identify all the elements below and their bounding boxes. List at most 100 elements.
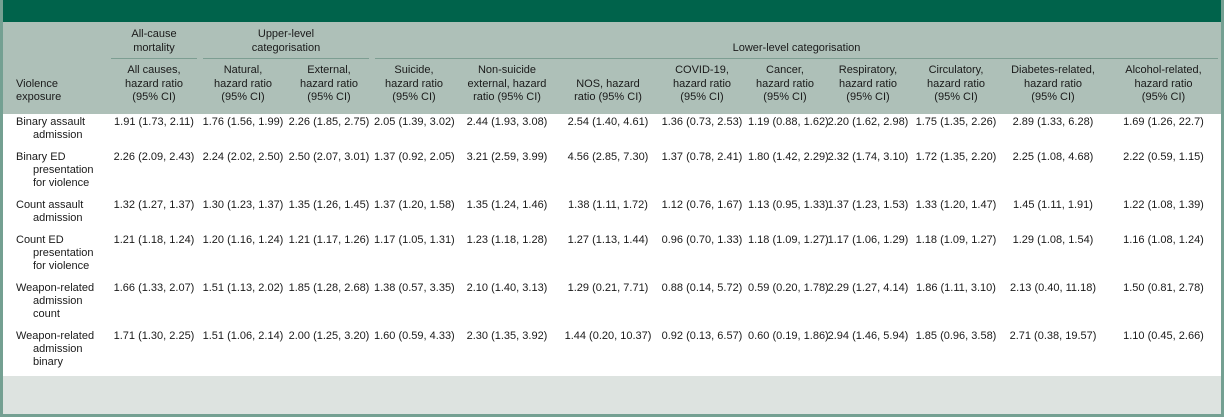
hazard-ratio-cell: 1.29 (1.08, 1.54) [1012,233,1094,246]
table-title-bar [3,0,1221,22]
group-header-empty [3,22,108,59]
hazard-ratio-cell: 2.13 (0.40, 11.18) [1009,281,1097,294]
group-header-upper-level: Upper-level categorisation [200,22,372,59]
hazard-ratio-cell: 1.13 (0.95, 1.33) [748,198,829,211]
hazard-ratio-cell: 1.37 (0.92, 2.05) [374,150,455,163]
hazard-ratio-cell: 4.56 (2.85, 7.30) [567,150,649,163]
hazard-ratio-cell: 1.35 (1.24, 1.46) [466,198,548,211]
group-header-lower-level: Lower-level categorisation [372,22,1221,59]
hazard-ratio-cell: 1.17 (1.05, 1.31) [374,233,455,246]
column-header: Circulatory, hazard ratio (95% CI) [926,64,986,103]
column-header: Suicide, hazard ratio (95% CI) [384,64,444,103]
column-header: Natural, hazard ratio (95% CI) [213,64,273,103]
hazard-ratio-cell: 2.25 (1.08, 4.68) [1012,150,1094,163]
hazard-ratio-cell: 1.66 (1.33, 2.07) [113,281,195,294]
hazard-ratio-cell: 1.20 (1.16, 1.24) [202,233,284,246]
hazard-ratio-cell: 2.24 (2.02, 2.50) [202,150,284,163]
hazard-ratio-cell: 1.38 (1.11, 1.72) [568,198,648,211]
column-header-violence-exposure: Violence exposure [16,77,62,104]
hazard-ratio-cell: 2.89 (1.33, 6.28) [1012,115,1094,128]
hazard-ratio-cell: 1.29 (0.21, 7.71) [567,281,649,294]
hazard-ratio-cell: 1.44 (0.20, 10.37) [564,329,652,342]
hazard-ratio-cell: 1.32 (1.27, 1.37) [113,198,195,211]
hazard-ratio-cell: 1.18 (1.09, 1.27) [748,233,829,246]
column-header-row: Violence exposure All causes, hazard rat… [3,59,1221,114]
hazard-ratio-cell: 1.75 (1.35, 2.26) [915,115,997,128]
hazard-ratio-cell: 1.10 (0.45, 2.66) [1123,329,1204,342]
hazard-ratio-cell: 1.35 (1.26, 1.45) [288,198,370,211]
hazard-ratio-cell: 1.72 (1.35, 2.20) [915,150,997,163]
hazard-ratio-cell: 1.36 (0.73, 2.53) [661,115,743,128]
hazard-ratio-cell: 1.18 (1.09, 1.27) [915,233,997,246]
hazard-ratio-cell: 1.37 (1.23, 1.53) [827,198,909,211]
hazard-ratio-cell: 1.37 (0.78, 2.41) [661,150,743,163]
hazard-ratio-cell: 2.05 (1.39, 3.02) [374,115,455,128]
hazard-ratio-cell: 2.10 (1.40, 3.13) [466,281,548,294]
hazard-ratio-cell: 2.00 (1.25, 3.20) [288,329,370,342]
hazard-ratio-cell: 0.96 (0.70, 1.33) [661,233,743,246]
table-row: Weapon-related admission binary 1.71 (1.3… [3,328,1221,376]
column-header: Cancer, hazard ratio (95% CI) [755,64,815,103]
row-label: Binary ED presentation for violence [16,150,94,189]
hazard-ratio-cell: 2.30 (1.35, 3.92) [466,329,548,342]
hazard-ratio-cell: 1.21 (1.18, 1.24) [113,233,195,246]
table-body: Binary assault admission 1.91 (1.73, 2.11… [3,113,1221,376]
hazard-ratio-cell: 2.32 (1.74, 3.10) [827,150,909,163]
hazard-ratio-cell: 1.12 (0.76, 1.67) [661,198,743,211]
column-header: Alcohol-related, hazard ratio (95% CI) [1125,64,1202,103]
hazard-ratio-cell: 1.60 (0.59, 4.33) [374,329,455,342]
hazard-ratio-cell: 1.45 (1.11, 1.91) [1013,198,1093,211]
hazard-ratio-cell: 0.60 (0.19, 1.86) [748,329,829,342]
hazard-ratio-cell: 1.86 (1.11, 3.10) [916,281,996,294]
hazard-ratio-cell: 1.27 (1.13, 1.44) [567,233,649,246]
hazard-ratio-cell: 1.22 (1.08, 1.39) [1123,198,1204,211]
hazard-ratio-cell: 0.88 (0.14, 5.72) [661,281,743,294]
hazard-ratio-cell: 2.50 (2.07, 3.01) [288,150,370,163]
hazard-ratio-cell: 1.50 (0.81, 2.78) [1123,281,1204,294]
hazard-ratio-cell: 1.37 (1.20, 1.58) [374,198,455,211]
hazard-ratio-cell: 1.80 (1.42, 2.29) [748,150,829,163]
hazard-ratio-cell: 1.76 (1.56, 1.99) [202,115,284,128]
column-header: COVID-19, hazard ratio (95% CI) [672,64,732,103]
group-header-row: All-cause mortality Upper-level categori… [3,22,1221,59]
hazard-ratio-cell: 1.30 (1.23, 1.37) [202,198,284,211]
hazard-ratio-cell: 2.26 (2.09, 2.43) [113,150,195,163]
column-header: External, hazard ratio (95% CI) [299,64,359,103]
hazard-ratio-cell: 1.51 (1.06, 2.14) [202,329,284,342]
hazard-ratio-cell: 0.59 (0.20, 1.78) [748,281,829,294]
hazard-ratio-cell: 2.71 (0.38, 19.57) [1009,329,1097,342]
hazard-ratio-cell: 1.85 (1.28, 2.68) [288,281,370,294]
hazard-ratio-cell: 2.20 (1.62, 2.98) [827,115,909,128]
hazard-ratio-cell: 1.38 (0.57, 3.35) [374,281,455,294]
hazard-ratio-cell: 2.54 (1.40, 4.61) [567,115,649,128]
hazard-ratio-cell: 1.33 (1.20, 1.47) [915,198,997,211]
hazard-ratio-cell: 0.92 (0.13, 6.57) [661,329,743,342]
hazard-ratio-cell: 1.19 (0.88, 1.62) [748,115,829,128]
table-row: Count ED presentation for violence 1.21 (… [3,232,1221,280]
hazard-ratio-cell: 1.23 (1.18, 1.28) [466,233,548,246]
hazard-ratio-cell: 1.17 (1.06, 1.29) [827,233,909,246]
table-row: Weapon-related admission count 1.66 (1.33… [3,280,1221,328]
hazard-ratio-cell: 3.21 (2.59, 3.99) [466,150,548,163]
hazard-ratio-cell: 1.91 (1.73, 2.11) [114,115,194,128]
row-label: Weapon-related admission count [16,281,95,320]
column-header: Diabetes-related, hazard ratio (95% CI) [1011,64,1095,103]
column-header: Respiratory, hazard ratio (95% CI) [838,64,898,103]
hazard-ratio-cell: 2.29 (1.27, 4.14) [827,281,909,294]
table-header: All-cause mortality Upper-level categori… [3,22,1221,114]
hazard-ratio-cell: 1.71 (1.30, 2.25) [113,329,195,342]
hazard-ratio-cell: 2.94 (1.46, 5.94) [827,329,909,342]
hazard-ratio-cell: 1.51 (1.13, 2.02) [202,281,284,294]
hazard-ratio-cell: 1.16 (1.08, 1.24) [1123,233,1204,246]
hazard-ratio-cell: 2.44 (1.93, 3.08) [466,115,548,128]
table-row: Binary ED presentation for violence 2.26 … [3,149,1221,197]
row-label: Weapon-related admission binary [16,329,95,368]
hazard-ratio-table: All-cause mortality Upper-level categori… [3,22,1221,376]
hazard-ratio-cell: 1.21 (1.17, 1.26) [288,233,370,246]
hazard-ratio-cell: 1.85 (0.96, 3.58) [915,329,997,342]
group-header-all-cause-mortality: All-cause mortality [108,22,200,59]
row-label: Binary assault admission [16,115,86,141]
column-header: NOS, hazard ratio (95% CI) [574,77,642,104]
hazard-ratio-cell: 1.69 (1.26, 22.7) [1123,115,1204,128]
